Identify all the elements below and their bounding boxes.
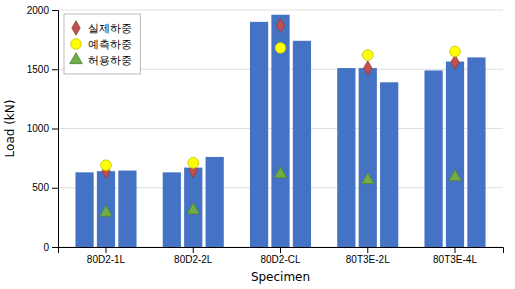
tick-label: 80D2-CL (260, 254, 300, 265)
point (449, 170, 462, 181)
y-tick: 1000 (27, 123, 58, 134)
point (276, 18, 284, 32)
point (450, 46, 461, 57)
point (187, 203, 200, 214)
tick-mark (105, 247, 106, 253)
tick-label: 80T3E-2L (346, 254, 390, 265)
y-tick: 500 (32, 182, 58, 193)
tick-label: 2000 (27, 5, 50, 16)
bar (250, 22, 268, 247)
point (364, 61, 372, 75)
point (274, 167, 287, 178)
tick-label: 1500 (27, 64, 50, 75)
bar (184, 168, 202, 247)
legend-symbol (70, 53, 83, 64)
bar (467, 57, 485, 247)
bar (446, 62, 464, 247)
point (188, 158, 199, 169)
tick-label: 80D2-2L (174, 254, 213, 265)
legend-label: 허용하중 (88, 54, 132, 67)
tick-mark (52, 10, 58, 11)
point (362, 50, 373, 61)
legend-items: 실제하중예측하중허용하중 (70, 21, 132, 67)
x-axis-title: Specimen (251, 270, 310, 284)
x-axis: 80D2-1L 80D2-2L 80D2-CL 80T3E-2L 80T3E-4L (59, 247, 504, 265)
y-tick: 1500 (27, 64, 58, 75)
x-tick: 80T3E-2L (346, 247, 390, 265)
bar (97, 171, 115, 247)
y-axis-title: Load (kN) (3, 100, 17, 158)
bar (337, 68, 355, 247)
x-tick: 80T3E-4L (433, 247, 477, 265)
y-axis: 0 500 1000 1500 2000 (27, 5, 59, 253)
bar (118, 171, 136, 247)
tick-label: 80D2-1L (87, 254, 126, 265)
bar (380, 82, 398, 247)
y-tick: 2000 (27, 5, 58, 16)
legend-symbol (72, 21, 80, 35)
legend: 실제하중예측하중허용하중 (64, 14, 140, 74)
legend-label: 실제하중 (88, 22, 132, 35)
bar (359, 68, 377, 247)
tick-mark (193, 247, 194, 253)
bar (75, 172, 93, 247)
axis-line (59, 248, 504, 254)
x-tick: 80D2-CL (260, 247, 300, 265)
legend-label: 예측하중 (88, 38, 132, 51)
tick-mark (52, 129, 58, 130)
bar (271, 15, 289, 247)
tick-label: 500 (32, 182, 49, 193)
bar (424, 70, 442, 247)
tick-label: 0 (43, 242, 49, 253)
bar (293, 41, 311, 247)
grid-line (58, 10, 503, 11)
x-tick: 80D2-2L (174, 247, 213, 265)
bar (163, 172, 181, 247)
point (100, 205, 113, 216)
grid (58, 10, 503, 247)
tick-mark (52, 247, 58, 248)
tick-mark (52, 188, 58, 189)
plot: 80D2-1L 80D2-2L 80D2-CL 80T3E-2L 80T3E-4L 0 50… (27, 5, 504, 265)
tick-mark (367, 247, 368, 253)
legend-symbol (71, 39, 82, 50)
tick-label: 80T3E-4L (433, 254, 477, 265)
tick-label: 1000 (27, 123, 50, 134)
tick-mark (52, 69, 58, 70)
point (361, 173, 374, 184)
chart: 80D2-1L 80D2-2L 80D2-CL 80T3E-2L 80T3E-4L 0 50… (0, 0, 515, 289)
tick-mark (455, 247, 456, 253)
legend-frame (64, 14, 140, 74)
point (275, 43, 286, 54)
y-tick: 0 (43, 242, 58, 253)
bar (206, 157, 224, 247)
axis-line (52, 11, 59, 248)
tick-mark (280, 247, 281, 253)
x-tick: 80D2-1L (87, 247, 126, 265)
point (101, 160, 112, 171)
